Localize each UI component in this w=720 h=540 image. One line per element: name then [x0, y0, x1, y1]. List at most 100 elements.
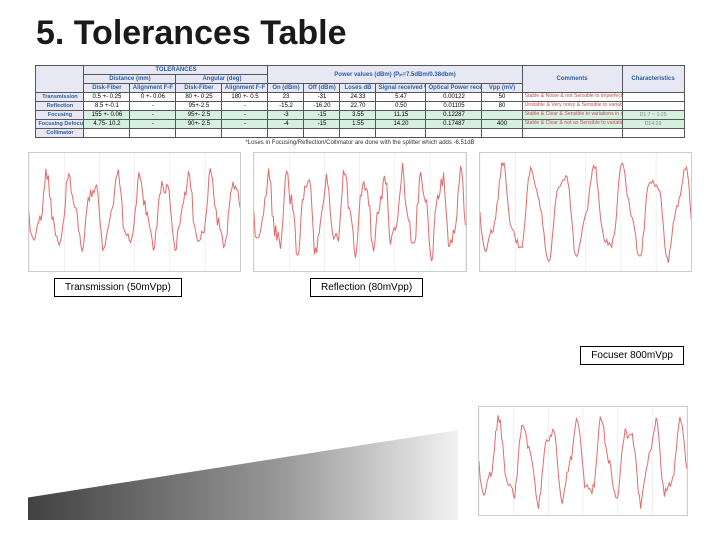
- th-angular: Angular (deg): [176, 75, 268, 84]
- table-cell: 155 +- 0.06: [84, 111, 130, 120]
- table-cell: 400: [482, 120, 522, 129]
- table-cell: -4: [268, 120, 304, 129]
- table-row: Focusing Defocused4.75- 10.2-90+- 2.5--4…: [36, 120, 684, 129]
- waveform-row-top: [28, 152, 692, 272]
- table-cell: -31: [304, 93, 340, 102]
- th-c1: Disk-Fiber: [84, 84, 130, 93]
- th-c9: Optical Power received (mW/μW): [426, 84, 482, 93]
- th-comments: Comments: [522, 66, 622, 93]
- table-cell: [268, 129, 304, 138]
- th-tolerances: TOLERANCES: [84, 66, 268, 75]
- table-cell: Stable & Clear & not as Sensible to vari…: [522, 120, 622, 129]
- table-cell: 1.55: [340, 120, 376, 129]
- th-c8: Signal received %: [376, 84, 426, 93]
- table-cell: 24.33: [340, 93, 376, 102]
- th-c5: On (dBm): [268, 84, 304, 93]
- table-cell: 3.55: [340, 111, 376, 120]
- table-cell: 0.00122: [426, 93, 482, 102]
- table-cell: [222, 129, 268, 138]
- wave-bottom-right: [478, 406, 688, 516]
- table-cell: 50: [482, 93, 522, 102]
- row-label: Focusing Defocused: [36, 120, 84, 129]
- reflection-label: Reflection (80mVpp): [310, 278, 423, 297]
- row-label: Transmission: [36, 93, 84, 102]
- table-cell: D1:7 ~ 1:25: [622, 111, 684, 120]
- table-cell: 14.20: [376, 120, 426, 129]
- table-cell: [176, 129, 222, 138]
- th-c10: Vpp (mV): [482, 84, 522, 93]
- table-cell: Stable & Clear & Sensible to variations …: [522, 111, 622, 120]
- transmission-label: Transmission (50mVpp): [54, 278, 182, 297]
- table-cell: Unstable & Very noisy & Sensible to vari…: [522, 102, 622, 111]
- table-cell: 180 +- 0.5: [222, 93, 268, 102]
- table-cell: -: [130, 120, 176, 129]
- wave-reflection: [253, 152, 466, 272]
- table-cell: [622, 93, 684, 102]
- table-cell: 11.15: [376, 111, 426, 120]
- table-cell: 8.5 +-0.1: [84, 102, 130, 111]
- th-distance: Distance (mm): [84, 75, 176, 84]
- table-cell: [376, 129, 426, 138]
- table-cell: [84, 129, 130, 138]
- tolerances-table: TOLERANCES Power values (dBm) (Pᵢₙ=7.5dB…: [35, 65, 684, 138]
- table-cell: 0.12287: [426, 111, 482, 120]
- table-cell: 0.17487: [426, 120, 482, 129]
- table-cell: [482, 129, 522, 138]
- table-cell: -15: [304, 120, 340, 129]
- table-row: Collimator: [36, 129, 684, 138]
- table-cell: 0.01105: [426, 102, 482, 111]
- row-label: Collimator: [36, 129, 84, 138]
- table-cell: [482, 111, 522, 120]
- page-title: 5. Tolerances Table: [0, 0, 720, 61]
- th-characteristics: Characteristics: [622, 66, 684, 93]
- table-cell: 0 +- 0.06: [130, 93, 176, 102]
- table-cell: -16.20: [304, 102, 340, 111]
- table-cell: -15.2: [268, 102, 304, 111]
- table-cell: -: [222, 102, 268, 111]
- table-cell: Stable & Noise & not Sensible to imperfe…: [522, 93, 622, 102]
- table-cell: 0.5 +- 0.25: [84, 93, 130, 102]
- table-row: Reflection8.5 +-0.1-95+-2.5--15.2-16.202…: [36, 102, 684, 111]
- table-cell: 5.47: [376, 93, 426, 102]
- table-cell: -15: [304, 111, 340, 120]
- table-cell: 4.75- 10.2: [84, 120, 130, 129]
- table-cell: [426, 129, 482, 138]
- table-cell: [130, 129, 176, 138]
- th-empty: [36, 66, 84, 93]
- th-c3: Disk-Fiber: [176, 84, 222, 93]
- table-cell: [340, 129, 376, 138]
- table-cell: 95+-2.5: [176, 102, 222, 111]
- table-cell: -: [130, 102, 176, 111]
- table-cell: 95+- 2.5: [176, 111, 222, 120]
- table-cell: 80 +- 0.25: [176, 93, 222, 102]
- table-row: Transmission0.5 +- 0.250 +- 0.0680 +- 0.…: [36, 93, 684, 102]
- table-row: Focusing155 +- 0.06-95+- 2.5--3-153.5511…: [36, 111, 684, 120]
- table-cell: 90+- 2.5: [176, 120, 222, 129]
- table-cell: -: [130, 111, 176, 120]
- table-cell: 22.70: [340, 102, 376, 111]
- table-cell: [622, 102, 684, 111]
- table-cell: 23: [268, 93, 304, 102]
- table-cell: -: [222, 111, 268, 120]
- table-cell: -: [222, 120, 268, 129]
- wave-transmission: [28, 152, 241, 272]
- table-cell: [522, 129, 622, 138]
- table-cell: D14:29: [622, 120, 684, 129]
- th-c2: Alignment F-F: [130, 84, 176, 93]
- wave-focuser: [479, 152, 692, 272]
- table-cell: 80: [482, 102, 522, 111]
- th-power: Power values (dBm) (Pᵢₙ=7.5dBm/0.38dbm): [268, 66, 522, 84]
- row-label: Focusing: [36, 111, 84, 120]
- table-cell: [304, 129, 340, 138]
- row-label: Reflection: [36, 102, 84, 111]
- table-cell: [622, 129, 684, 138]
- th-c7: Loses dB: [340, 84, 376, 93]
- bottom-labels-row: Transmission (50mVpp) Reflection (80mVpp…: [0, 278, 720, 298]
- table-footer-note: *Loses in Focusing/Reflection/Collimator…: [0, 140, 720, 146]
- table-cell: -3: [268, 111, 304, 120]
- th-c4: Alignment F-F: [222, 84, 268, 93]
- focuser-label: Focuser 800mVpp: [580, 346, 684, 365]
- th-c6: Off (dBm): [304, 84, 340, 93]
- table-cell: 0.50: [376, 102, 426, 111]
- decorative-shadow: [28, 430, 458, 520]
